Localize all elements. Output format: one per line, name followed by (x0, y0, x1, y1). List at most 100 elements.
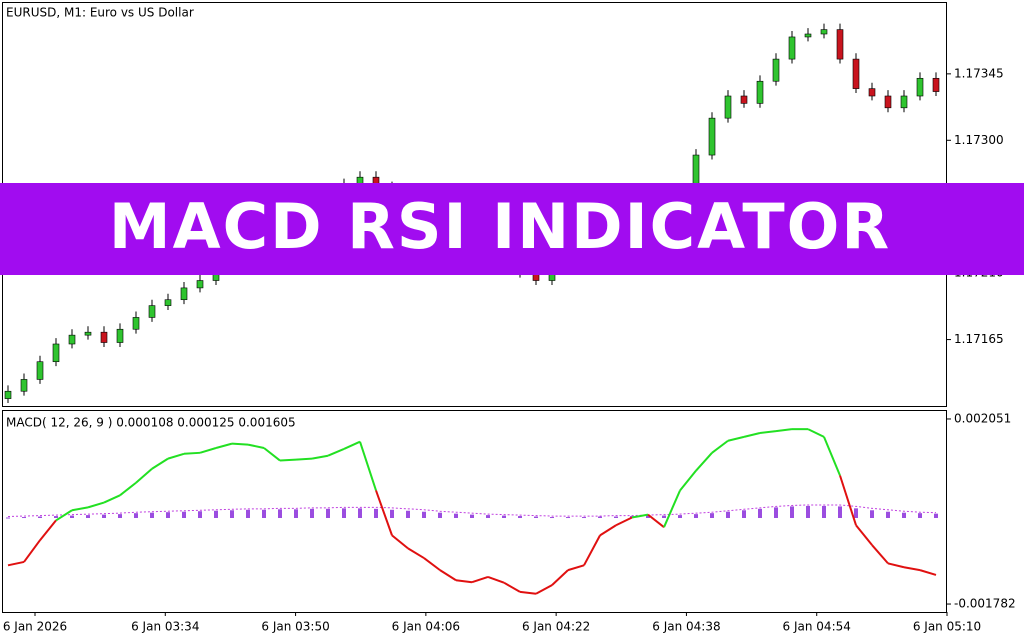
candle-body (52, 343, 60, 363)
histogram-bar (70, 515, 74, 518)
histogram-bar (790, 506, 794, 518)
macd-line-segment (119, 481, 137, 497)
y-tick-label: 0.002051 (954, 411, 1011, 425)
histogram-bar (342, 508, 346, 518)
histogram-bar (326, 508, 330, 518)
histogram-bar (614, 516, 618, 518)
x-tick-label: 6 Jan 03:34 (131, 620, 199, 634)
macd-line-segment (743, 432, 761, 438)
histogram-bar (230, 510, 234, 518)
macd-line-segment (103, 494, 121, 504)
macd-line-segment (807, 428, 825, 438)
macd-line-segment (599, 524, 617, 537)
x-tick-label: 6 Jan 05:10 (913, 620, 981, 634)
histogram-bar (454, 513, 458, 518)
y-tick-label: -0.001782 (954, 597, 1016, 611)
candle-body (100, 331, 108, 343)
macd-line-segment (615, 516, 633, 527)
histogram-bar (678, 515, 682, 518)
histogram-bar (870, 510, 874, 518)
macd-line-segment (55, 509, 73, 522)
histogram-bar (374, 508, 378, 518)
chart-title: EURUSD, M1: Euro vs US Dollar (6, 6, 194, 20)
macd-line-segment (823, 436, 841, 476)
macd-line-segment (231, 442, 249, 446)
macd-line-segment (311, 454, 329, 460)
candle-body (724, 95, 732, 119)
macd-line-segment (631, 513, 649, 519)
histogram-bar (422, 511, 426, 518)
macd-line-segment (759, 430, 777, 435)
candle-body (932, 77, 940, 92)
histogram-bar (486, 515, 490, 518)
histogram-bar (6, 517, 10, 519)
histogram-bar (262, 509, 266, 518)
macd-line-segment (247, 443, 265, 449)
macd-line-segment (39, 519, 57, 541)
macd-line-segment (167, 452, 185, 460)
candle-body (868, 88, 876, 97)
macd-title: MACD( 12, 26, 9 ) 0.000108 0.000125 0.00… (6, 416, 296, 430)
macd-line-segment (407, 547, 425, 559)
histogram-bar (22, 517, 26, 519)
macd-line-segment (887, 562, 905, 569)
candle-body (772, 58, 780, 82)
macd-line-segment (503, 581, 521, 593)
histogram-bar (646, 515, 650, 518)
histogram-bar (166, 512, 170, 518)
histogram-bar (438, 512, 442, 518)
macd-line-segment (871, 544, 889, 565)
macd-line-segment (71, 506, 89, 512)
histogram-bar (566, 517, 570, 519)
histogram-bar (182, 511, 186, 518)
histogram-bar (214, 510, 218, 518)
macd-line-segment (439, 569, 457, 582)
candle-body (788, 36, 796, 60)
y-tick-label: 1.17345 (954, 66, 1004, 80)
histogram-bar (470, 514, 474, 518)
macd-line-segment (679, 470, 697, 492)
macd-line-segment (359, 441, 377, 491)
macd-line-segment (375, 490, 393, 536)
histogram-bar (518, 516, 522, 518)
macd-line-segment (663, 490, 681, 528)
x-tick-label: 6 Jan 03:50 (261, 620, 329, 634)
macd-line-segment (279, 458, 297, 462)
macd-line-segment (487, 575, 505, 584)
macd-line-segment (295, 457, 313, 461)
candle-body (916, 77, 924, 97)
candle-body (196, 280, 204, 289)
candle-body (116, 328, 124, 343)
candle-body (756, 80, 764, 104)
histogram-bar (198, 511, 202, 518)
macd-line-segment (327, 448, 345, 457)
x-tick-label: 6 Jan 04:22 (522, 620, 590, 634)
macd-line-segment (135, 467, 153, 484)
histogram-bar (598, 516, 602, 518)
histogram-bar (694, 514, 698, 518)
macd-line-segment (215, 442, 233, 449)
histogram-bar (390, 509, 394, 518)
histogram-bar (86, 515, 90, 518)
macd-line-segment (583, 534, 601, 566)
histogram-bar (854, 508, 858, 518)
macd-line-segment (535, 584, 553, 595)
candle-body (68, 334, 76, 345)
macd-line-segment (183, 451, 201, 455)
candle-body (884, 95, 892, 109)
macd-line-segment (695, 452, 713, 472)
candle-body (20, 379, 28, 392)
y-tick-label: 1.17165 (954, 332, 1004, 346)
macd-line-segment (263, 447, 281, 462)
macd-line-segment (839, 475, 857, 526)
macd-line-segment (151, 457, 169, 470)
macd-line-segment (727, 435, 745, 442)
candle-body (148, 305, 156, 318)
macd-line-segment (391, 534, 409, 550)
macd-line-segment (775, 428, 793, 433)
histogram-bar (150, 512, 154, 518)
histogram-bar (406, 510, 410, 518)
histogram-bar (918, 513, 922, 518)
